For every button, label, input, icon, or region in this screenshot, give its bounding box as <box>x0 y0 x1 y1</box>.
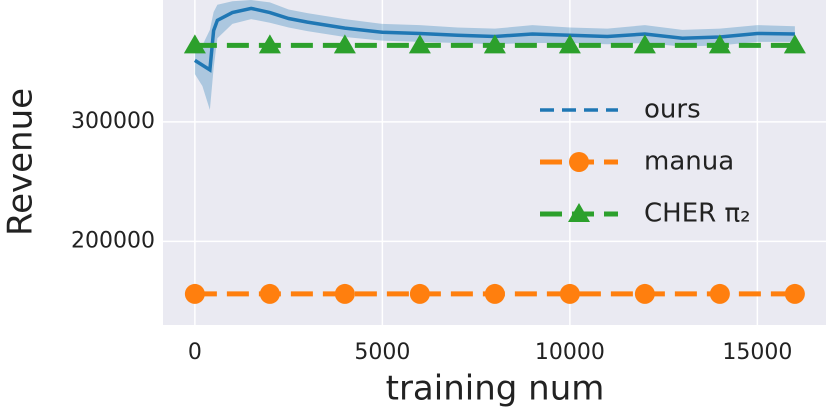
y-tick-label: 200000 <box>71 228 155 253</box>
legend-label: CHER π₂ <box>644 199 751 229</box>
y-tick-label: 300000 <box>71 109 155 134</box>
data-point <box>333 34 356 54</box>
data-point <box>484 283 505 304</box>
data-point <box>259 283 280 304</box>
data-point <box>783 34 806 54</box>
y-axis-label: Revenue <box>1 88 41 236</box>
data-point <box>409 283 430 304</box>
plot-background <box>163 0 826 325</box>
x-tick-label: 15000 <box>722 340 792 365</box>
x-axis-label: training num <box>386 369 605 409</box>
series-line <box>193 6 795 73</box>
data-point <box>708 34 731 54</box>
legend-marker <box>568 203 590 222</box>
data-point <box>633 34 656 54</box>
data-point <box>334 283 355 304</box>
data-point <box>184 283 205 304</box>
data-point <box>408 34 431 54</box>
data-point <box>559 283 580 304</box>
x-tick-label: 10000 <box>535 340 605 365</box>
x-tick-label: 5000 <box>354 340 410 365</box>
data-point <box>183 34 206 54</box>
data-point <box>709 283 730 304</box>
data-point <box>784 283 805 304</box>
legend-label: manua <box>644 147 734 177</box>
data-point <box>258 34 281 54</box>
x-tick-label: 0 <box>188 340 202 365</box>
legend-label: ours <box>644 95 701 125</box>
data-point <box>558 34 581 54</box>
data-point <box>634 283 655 304</box>
data-point <box>483 34 506 54</box>
legend-marker <box>569 152 589 172</box>
